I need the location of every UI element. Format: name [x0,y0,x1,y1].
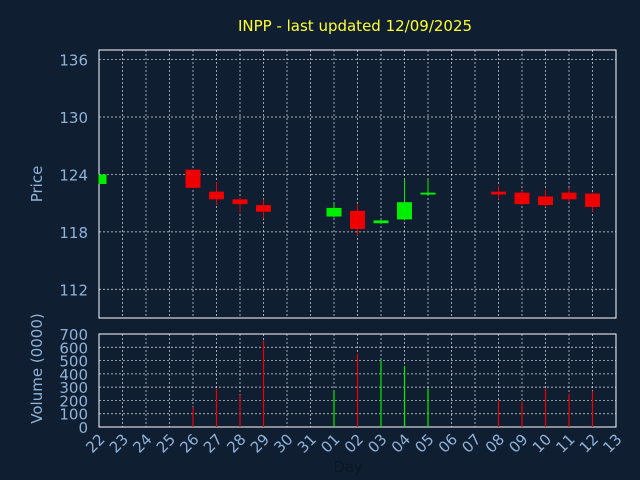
x-tick-label: 11 [552,430,578,456]
volume-tick-label: 400 [59,366,88,384]
x-tick-label: 30 [270,430,296,456]
candle-body [185,169,201,188]
x-tick-label: 25 [153,430,179,456]
volume-tick-label: 300 [59,379,88,397]
x-tick-label: 06 [435,430,461,456]
price-tick-label: 136 [59,52,88,70]
x-tick-label: 10 [529,430,555,456]
x-tick-label: 24 [129,430,155,456]
x-tick-label: 26 [176,430,202,456]
candle-body [397,202,412,220]
x-tick-label: 23 [106,430,132,456]
volume-tick-label: 700 [59,326,88,344]
price-tick-label: 130 [59,109,88,127]
volume-tick-label: 600 [59,339,88,357]
x-tick-label: 07 [458,430,484,456]
x-tick-label: 03 [364,430,390,456]
volume-tick-label: 0 [78,419,88,437]
candle-body [326,207,342,217]
price-tick-label: 124 [59,166,88,184]
candle-body [561,192,577,200]
candle-body [99,174,107,184]
x-tick-label: 08 [482,430,508,456]
x-axis-label: Day [333,458,363,476]
price-tick-label: 118 [59,224,88,242]
x-tick-label: 31 [294,430,320,456]
x-tick-label: 09 [505,430,531,456]
x-tick-label: 04 [388,430,414,456]
x-tick-label: 13 [599,430,625,456]
candle-body [350,210,365,229]
candle-body [256,205,271,212]
x-tick-label: 01 [317,430,343,456]
x-tick-label: 29 [247,430,273,456]
chart-title: INPP - last updated 12/09/2025 [238,17,472,35]
candle-body [491,191,506,195]
candle-body [585,193,600,207]
x-tick-label: 27 [200,430,226,456]
volume-tick-label: 200 [59,392,88,410]
candle-body [538,196,553,206]
volume-axis-label: Volume (0000) [28,313,46,423]
candle-body [232,199,248,205]
candle-body [514,192,530,205]
price-tick-label: 112 [59,281,88,299]
candle-body [209,191,224,200]
volume-tick-label: 500 [59,353,88,371]
price-axis-label: Price [28,166,46,203]
x-tick-label: 12 [576,430,602,456]
volume-tick-label: 100 [59,406,88,424]
candle-body [420,192,436,195]
candle-body [373,220,389,224]
x-tick-label: 05 [411,430,437,456]
x-tick-label: 28 [223,430,249,456]
x-tick-label: 02 [341,430,367,456]
